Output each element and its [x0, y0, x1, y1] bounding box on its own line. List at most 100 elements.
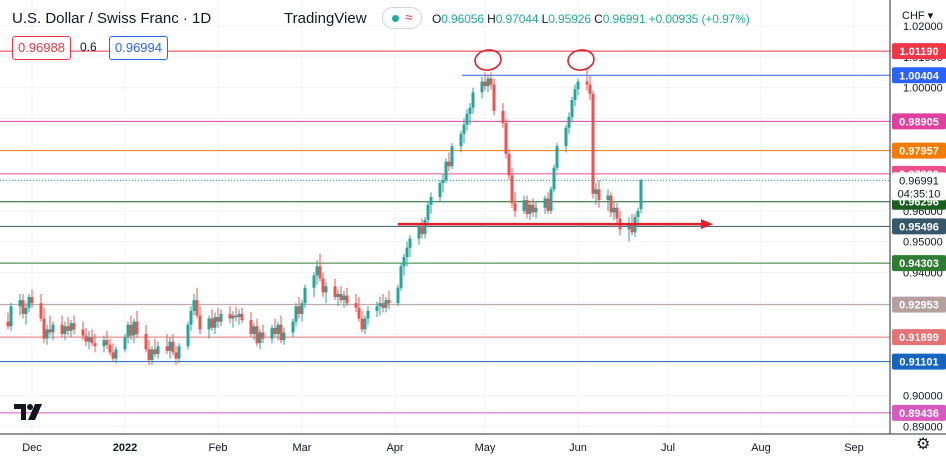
candle-body [396, 287, 400, 304]
candle [447, 152, 451, 171]
level-tag [892, 142, 946, 159]
candle [72, 315, 76, 334]
candle [105, 330, 109, 350]
candle-body [66, 326, 70, 331]
candle-body [9, 306, 13, 327]
candle [249, 312, 253, 338]
candle [486, 75, 490, 93]
candle-body [345, 295, 349, 304]
candle-body [534, 207, 538, 213]
currency-selector[interactable]: CHF ▾ [902, 9, 933, 22]
time-tick-label: 2022 [113, 442, 137, 454]
candle-body [387, 300, 391, 304]
symbol-title[interactable]: U.S. Dollar / Swiss Franc · 1D [12, 10, 212, 27]
candle-body [570, 100, 574, 117]
candle [294, 303, 298, 327]
level-label: 0.95496 [899, 221, 939, 233]
candle [492, 78, 496, 116]
candle [375, 301, 379, 318]
candle-body [18, 300, 22, 307]
candle [165, 333, 169, 354]
candle [504, 118, 508, 159]
candle-body [336, 293, 340, 298]
spread-value: 0.6 [80, 40, 97, 54]
time-tick-label: Dec [22, 442, 42, 454]
candle-body [615, 207, 619, 219]
candle-body [189, 310, 193, 325]
candle [633, 213, 637, 238]
close-value: 0.96991 [602, 12, 646, 26]
time-tick-label: Jul [661, 442, 675, 454]
candle [174, 346, 178, 365]
last-price-label: 0.96991 [899, 175, 939, 187]
low-label: L [541, 12, 549, 26]
time-axis[interactable]: Dec 2022 Feb Mar Apr May Jun Jul Aug Sep [0, 433, 946, 461]
candle [210, 309, 214, 331]
candle-body [612, 207, 616, 213]
candle-body [627, 223, 631, 230]
gear-icon[interactable]: ⚙ [916, 436, 931, 453]
candle [573, 84, 577, 107]
market-open-dot-icon [392, 15, 399, 22]
level-label: 0.97957 [899, 146, 939, 158]
candle-body [21, 300, 25, 314]
level-label: 0.92953 [899, 300, 939, 312]
candle-body [177, 346, 181, 359]
candle-body [48, 329, 52, 333]
candle [87, 330, 91, 350]
candle-body [219, 313, 223, 322]
candle-body [6, 321, 10, 327]
candle [39, 293, 43, 322]
candle [426, 201, 430, 224]
candle [213, 312, 217, 334]
candle [177, 343, 181, 364]
price-tick-label: 1.02000 [903, 21, 943, 33]
market-status-pill[interactable]: ≈ [382, 7, 422, 29]
candle-body [111, 352, 115, 359]
candle [216, 307, 220, 328]
brand-name: TradingView [284, 10, 367, 27]
tradingview-logo-icon[interactable] [12, 398, 44, 424]
high-label: H [487, 12, 496, 26]
candle-body [252, 326, 256, 334]
candle [570, 96, 574, 122]
ohlc-readout: O0.96056 H0.97044 L0.95926 C0.96991 +0.0… [432, 12, 750, 26]
candle [291, 318, 295, 338]
candle-body [408, 238, 412, 248]
level-tag [892, 296, 946, 313]
candle [24, 303, 28, 325]
candle [147, 340, 151, 365]
sell-button[interactable]: 0.96988 [12, 36, 71, 60]
time-tick-label: Sep [844, 442, 864, 454]
candle-body [441, 180, 445, 184]
candle-body [504, 123, 508, 154]
candle-body [210, 318, 214, 328]
candle [108, 338, 112, 356]
candle-body [507, 153, 511, 176]
price-axis[interactable]: 1.020001.010001.000000.990000.980000.970… [889, 0, 946, 461]
candle-body [480, 81, 484, 93]
candle [489, 72, 493, 90]
candle [273, 318, 277, 338]
candle-body [636, 210, 640, 217]
candle-body [543, 198, 547, 208]
price-tick-label: 0.90000 [903, 391, 943, 403]
top-circle [567, 49, 595, 71]
candle [156, 341, 160, 359]
candle-body [606, 195, 610, 201]
buy-button[interactable]: 0.96994 [109, 36, 168, 60]
candle-body [471, 92, 475, 108]
candle-body [63, 326, 67, 334]
candle [357, 297, 361, 322]
candle-body [522, 200, 526, 211]
candle [9, 303, 13, 331]
candle-body [630, 223, 634, 233]
candle-body [315, 266, 319, 276]
level-label: 0.91101 [899, 357, 938, 369]
candle [18, 293, 22, 316]
candle-body [84, 335, 88, 342]
level-tag [892, 255, 946, 272]
candle [90, 329, 94, 347]
candle-body [576, 81, 580, 90]
